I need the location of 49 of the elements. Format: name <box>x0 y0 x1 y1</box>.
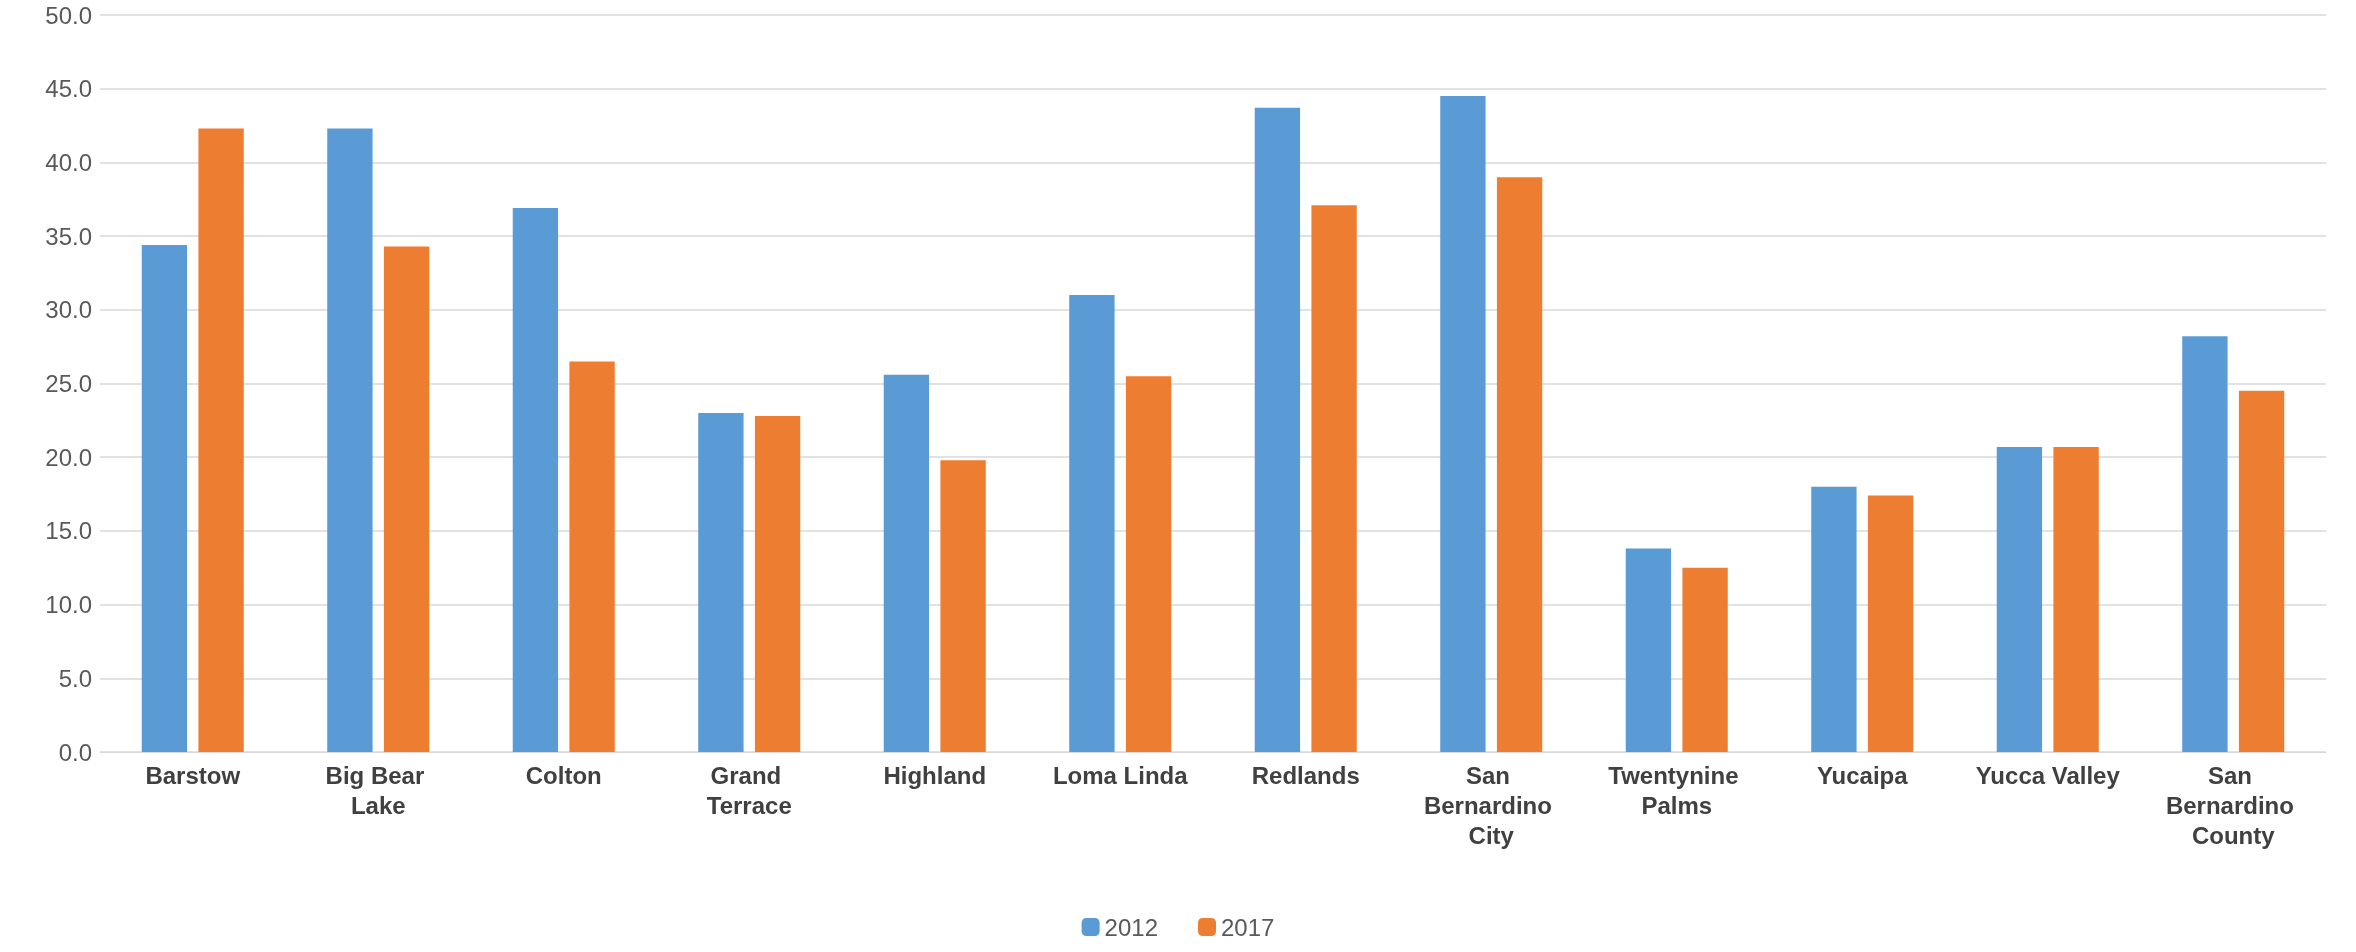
y-tick-label: 0.0 <box>58 738 92 766</box>
x-tick-label: Twentynine Palms <box>1608 761 1746 819</box>
y-tick-label: 25.0 <box>45 370 92 397</box>
bar <box>1440 96 1486 752</box>
bar <box>2053 446 2099 752</box>
y-tick-label: 45.0 <box>45 75 92 103</box>
legend-label: 2017 <box>1221 913 1275 941</box>
x-tick-label: Yucaipa <box>1816 761 1909 789</box>
bar <box>1125 376 1172 752</box>
y-tick-label: 10.0 <box>45 591 92 619</box>
bar <box>1867 495 1914 752</box>
y-tick-label: 20.0 <box>45 443 92 471</box>
bar <box>883 374 930 752</box>
x-tick-label: Colton <box>525 761 602 789</box>
bar <box>512 208 559 752</box>
bar <box>198 128 244 752</box>
y-tick-label: 30.0 <box>45 296 92 324</box>
bar <box>141 244 188 752</box>
bar <box>327 128 373 752</box>
bar <box>1996 446 2043 752</box>
bar <box>754 415 801 752</box>
x-tick-label: Big Bear Lake <box>325 761 431 819</box>
bar <box>383 246 430 752</box>
bar <box>1682 567 1728 752</box>
y-tick-label: 35.0 <box>45 222 92 250</box>
bar <box>2182 336 2228 752</box>
y-tick-label: 5.0 <box>58 664 92 692</box>
x-tick-label: Yucca Valley <box>1975 761 2121 789</box>
bar <box>1496 177 1543 752</box>
bar <box>940 460 986 752</box>
y-tick-label: 15.0 <box>45 517 92 545</box>
bar <box>1625 548 1672 752</box>
x-tick-label: Barstow <box>145 761 241 789</box>
x-tick-label: Redlands <box>1251 761 1360 789</box>
y-tick-label: 50.0 <box>45 1 92 29</box>
bar <box>1254 107 1301 752</box>
bar <box>1311 205 1357 752</box>
bar <box>2238 390 2285 752</box>
y-tick-label: 40.0 <box>45 148 92 176</box>
x-tick-label: Highland <box>883 761 987 789</box>
x-tick-label: Grand Terrace <box>706 761 792 819</box>
legend-label: 2012 <box>1104 913 1158 941</box>
bar <box>698 412 744 752</box>
x-tick-label: Loma Linda <box>1052 761 1189 789</box>
x-tick-label: San Bernardino City <box>1423 761 1559 849</box>
x-tick-label: San Bernardino County <box>2165 761 2301 849</box>
bar <box>1069 295 1115 752</box>
bar <box>569 361 615 752</box>
bar <box>1811 486 1857 752</box>
